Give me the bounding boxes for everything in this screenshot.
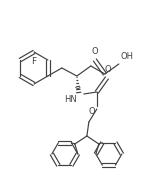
Text: F: F [31, 57, 37, 67]
Text: O: O [88, 107, 95, 116]
Text: OH: OH [121, 52, 134, 61]
Text: O: O [92, 47, 98, 56]
Text: O: O [104, 65, 111, 74]
Text: HN: HN [64, 95, 77, 104]
